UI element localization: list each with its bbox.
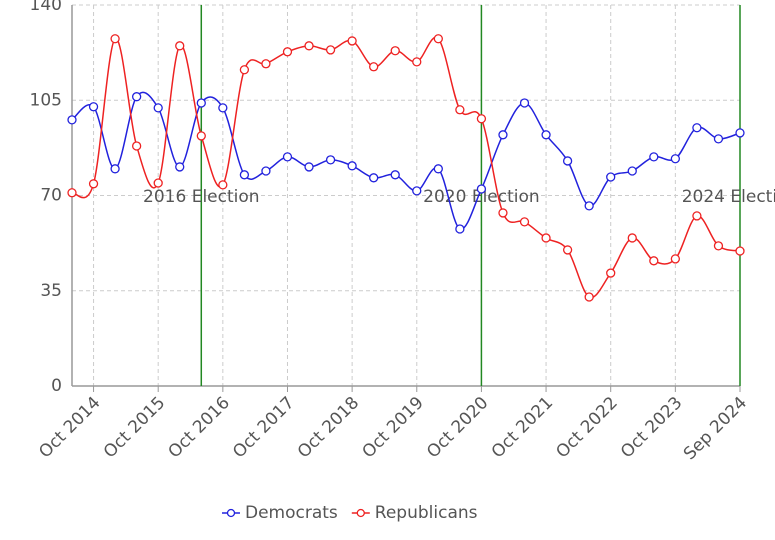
y-tick-label: 70	[40, 186, 62, 206]
point	[369, 62, 379, 72]
y-tick-label: 140	[30, 0, 62, 15]
point	[261, 166, 271, 176]
legend-label: Democrats	[245, 503, 338, 523]
x-tick-label: Oct 2018	[294, 393, 363, 462]
point	[110, 34, 120, 44]
point	[562, 245, 573, 255]
x-tick-label: Oct 2014	[35, 393, 104, 462]
point	[196, 98, 206, 108]
x-tick-label: Oct 2023	[617, 393, 686, 462]
point	[347, 36, 357, 46]
annotation-label: 2020 Election	[423, 187, 540, 207]
point	[455, 105, 465, 115]
point	[735, 246, 745, 256]
point	[670, 154, 681, 164]
point	[627, 233, 637, 243]
point	[606, 268, 616, 278]
point	[584, 201, 594, 211]
point	[519, 217, 530, 227]
point	[67, 115, 77, 125]
point	[412, 57, 422, 67]
point	[131, 141, 142, 151]
point	[282, 47, 293, 57]
point	[498, 130, 508, 140]
y-tick-label: 35	[40, 281, 62, 301]
point	[304, 162, 314, 172]
x-tick-label: Sep 2024	[680, 393, 751, 464]
series-line	[71, 36, 741, 299]
x-tick-label: Oct 2016	[165, 393, 234, 462]
point	[218, 180, 228, 190]
point	[153, 103, 163, 113]
point	[325, 45, 336, 55]
legend: Democrats Republicans	[222, 503, 478, 523]
point	[455, 224, 465, 234]
point	[347, 161, 357, 171]
point	[369, 173, 379, 183]
x-tick-label: Oct 2019	[359, 393, 428, 462]
x-tick-label: Oct 2022	[552, 393, 621, 462]
point	[476, 114, 487, 124]
point	[649, 256, 659, 266]
legend-label: Republicans	[375, 503, 478, 523]
point	[390, 170, 400, 180]
point	[239, 170, 250, 180]
point	[239, 65, 250, 75]
point	[498, 208, 508, 218]
point	[584, 292, 594, 302]
point	[670, 254, 681, 264]
point	[606, 172, 616, 182]
point	[519, 98, 530, 108]
point	[390, 46, 400, 56]
point	[325, 155, 336, 165]
x-tick-label: Oct 2020	[423, 393, 492, 462]
point	[131, 92, 142, 102]
point	[110, 164, 120, 174]
point	[196, 131, 206, 141]
x-tick-label: Oct 2017	[229, 393, 298, 462]
point	[261, 59, 271, 69]
point	[412, 186, 422, 196]
point	[88, 102, 99, 112]
point	[541, 233, 551, 243]
point	[433, 164, 443, 174]
point	[692, 123, 702, 133]
point	[88, 179, 99, 189]
point	[175, 41, 185, 51]
x-tick-label: Oct 2021	[488, 393, 557, 462]
point	[433, 34, 443, 44]
point	[304, 41, 314, 51]
point	[649, 152, 659, 162]
x-tick-label: Oct 2015	[100, 393, 169, 462]
point	[692, 211, 702, 221]
point	[67, 188, 77, 198]
point	[476, 184, 487, 194]
annotation-label: 2016 Election	[143, 187, 260, 207]
point	[713, 241, 724, 251]
point	[713, 134, 724, 144]
point	[562, 156, 573, 166]
legend-marker	[356, 508, 365, 518]
y-tick-label: 0	[51, 376, 62, 396]
series-line	[71, 91, 741, 230]
y-tick-label: 105	[30, 90, 62, 110]
point	[282, 152, 293, 162]
point	[153, 178, 163, 188]
point	[175, 162, 185, 172]
legend-marker	[226, 508, 236, 518]
point	[735, 128, 745, 138]
point	[541, 130, 551, 140]
annotation-label: 2024 Election	[682, 187, 775, 207]
point	[627, 166, 637, 176]
point	[218, 103, 228, 113]
